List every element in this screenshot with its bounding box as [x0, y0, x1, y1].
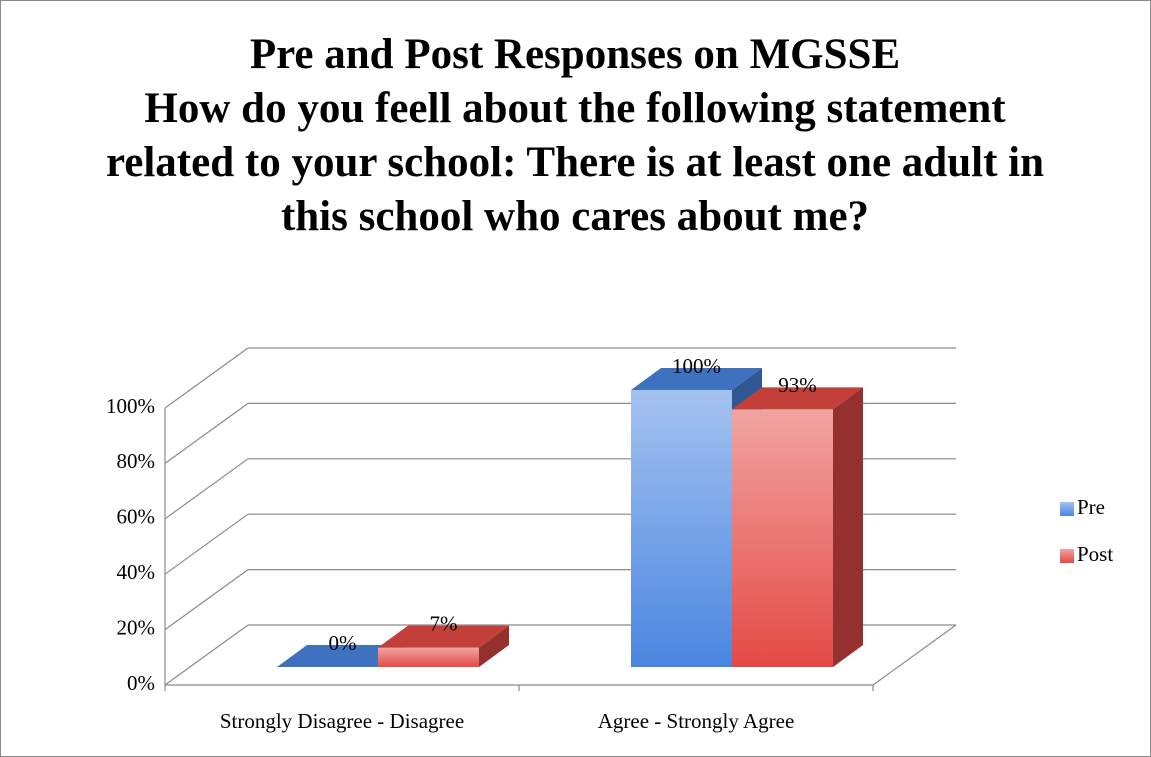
legend-label: Post: [1077, 542, 1113, 566]
data-label: 7%: [430, 611, 458, 635]
floor-right: [872, 624, 957, 686]
bar-top-shade: [378, 625, 509, 648]
bar-front-shine: [631, 390, 732, 667]
legend-swatch-shine: [1060, 502, 1074, 516]
grid-line: [164, 624, 249, 686]
bar-side-shade: [833, 387, 863, 667]
bar-side: [833, 387, 863, 667]
y-tick-label: 40%: [117, 560, 156, 584]
y-tick-label: 60%: [117, 505, 156, 529]
bar-top: [277, 645, 408, 667]
data-label: 93%: [778, 373, 817, 397]
y-tick-label: 20%: [117, 615, 156, 639]
legend-swatch-shine: [1060, 549, 1074, 563]
bar-top: [732, 387, 863, 410]
bar-top: [378, 625, 509, 648]
grid-line: [164, 513, 249, 575]
data-label: 100%: [672, 354, 721, 378]
bar-top-shade: [277, 645, 408, 667]
bar: [277, 645, 408, 667]
bar-top: [631, 368, 762, 390]
bar: [378, 625, 509, 667]
bar-side-shade: [479, 625, 509, 667]
bar-side: [479, 625, 509, 667]
y-tick-label: 0%: [127, 671, 155, 695]
chart-title: Pre and Post Responses on MGSSE How do y…: [105, 31, 1045, 240]
legend-label: Pre: [1077, 495, 1105, 519]
bar-front-shine: [378, 647, 479, 667]
y-tick-label: 80%: [117, 449, 156, 473]
grid-line: [164, 347, 249, 409]
y-tick-label: 100%: [106, 394, 155, 418]
grid-line: [164, 458, 249, 520]
x-tick-label: Agree - Strongly Agree: [598, 709, 795, 733]
bar-top-shade: [732, 387, 863, 410]
data-label: 0%: [329, 631, 357, 655]
grid-line: [164, 569, 249, 631]
bar-top-shade: [631, 368, 762, 390]
bar: [732, 387, 863, 667]
grid-line: [164, 402, 249, 464]
bar-front-shine: [732, 409, 833, 667]
x-tick-label: Strongly Disagree - Disagree: [220, 709, 464, 733]
